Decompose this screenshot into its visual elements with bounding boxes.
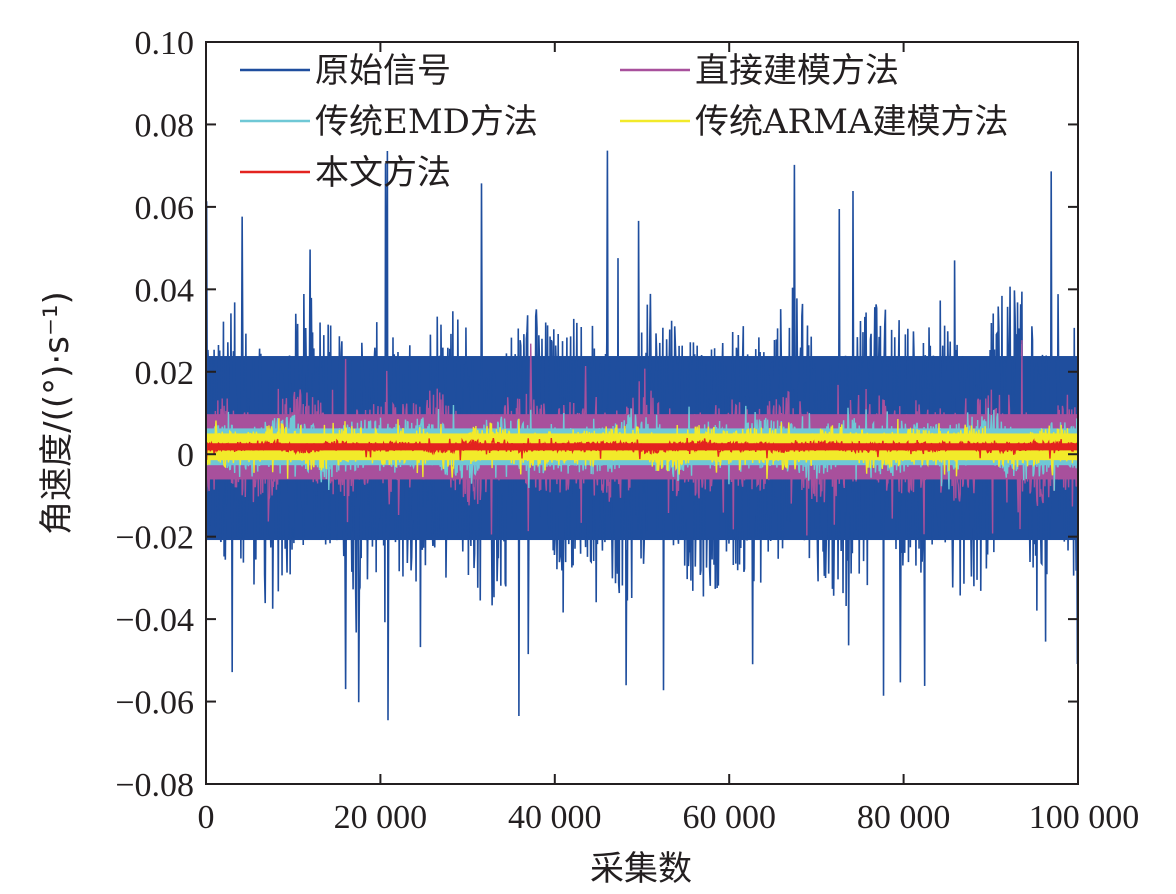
legend-label: 原始信号 [315,51,451,91]
legend-label: 本文方法 [315,153,451,193]
y-tick-label: −0.02 [115,520,194,557]
y-tick-label: 0.06 [135,190,195,227]
x-axis-label: 采集数 [590,849,692,889]
y-tick-label: −0.08 [115,767,194,804]
x-tick-label: 20 000 [334,799,428,836]
y-axis-label: 角速度/((°)·s⁻¹) [37,291,77,535]
y-tick-label: −0.06 [115,685,194,722]
x-tick-label: 40 000 [508,799,602,836]
plot-frame [205,41,1079,785]
x-tick-label: 100 000 [1029,799,1140,836]
series-line-4 [205,418,1079,479]
y-tick-label: 0.08 [135,107,195,144]
legend-label: 传统ARMA建模方法 [695,102,1009,142]
y-tick-label: 0.04 [135,272,195,309]
legend-label: 直接建模方法 [695,51,899,91]
x-tick-label: 60 000 [682,799,776,836]
y-tick-label: 0.02 [135,355,195,392]
y-tick-label: 0 [177,437,194,474]
y-tick-label: −0.04 [115,602,194,639]
y-tick-label: 0.10 [135,25,195,62]
x-tick-label: 0 [198,799,215,836]
x-tick-label: 80 000 [857,799,951,836]
series-line-5 [205,437,1079,461]
plot-series [205,150,1079,721]
legend-label: 传统EMD方法 [315,102,538,142]
axes: −0.08 −0.06 −0.04 −0.02 0 0.02 0.04 0.06 0.08 0.1… [115,25,1139,836]
